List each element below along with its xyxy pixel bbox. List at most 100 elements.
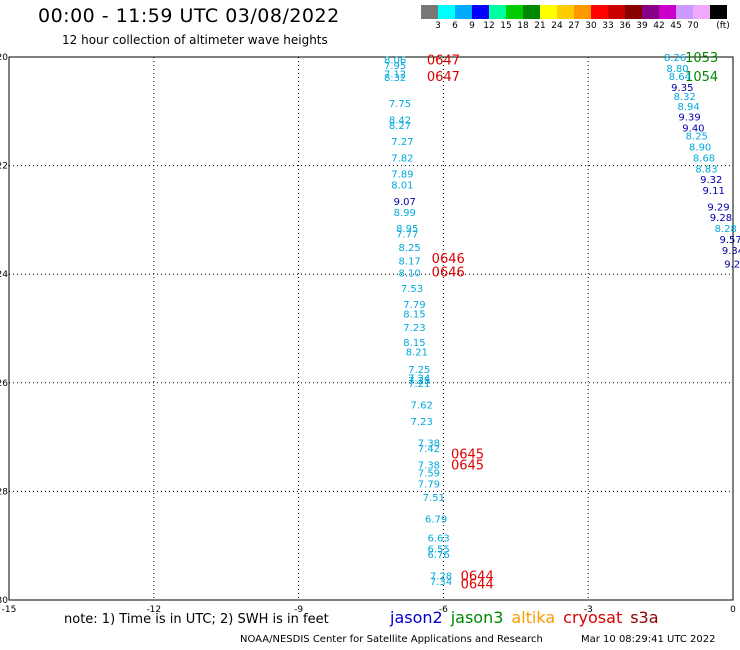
wave-height-label: 7.21	[408, 379, 430, 390]
wave-height-label: 7.38	[418, 439, 440, 450]
pass-time-label: 1054	[685, 70, 718, 85]
x-tick-label: -3	[584, 605, 593, 615]
wave-height-label: 7.42	[418, 444, 440, 455]
wave-height-label: 8.15	[403, 309, 425, 320]
colorbar-swatch	[489, 5, 506, 19]
wave-height-label: 8.26	[664, 53, 686, 64]
wave-height-label: 8.99	[394, 208, 416, 219]
legend-entry-cryosat: cryosat	[563, 608, 623, 627]
colorbar-swatch	[438, 5, 455, 19]
x-tick-label: 0	[730, 605, 736, 615]
colorbar-tick: 3	[435, 21, 441, 31]
wave-height-label: 7.25	[408, 365, 430, 376]
wave-height-label: 6.55	[427, 544, 449, 555]
x-tick-label: -12	[146, 605, 161, 615]
wave-height-label: 7.51	[423, 493, 445, 504]
wave-height-label: 8.32	[674, 92, 696, 103]
colorbar-tick: 15	[500, 21, 512, 31]
wave-height-label: 8.21	[406, 347, 428, 358]
wave-height-label: 8.83	[695, 164, 717, 175]
colorbar-tick: 27	[568, 21, 580, 31]
wave-height-label: 9.57	[719, 235, 740, 246]
pass-time-label: 0644	[461, 578, 494, 593]
wave-height-label: 7.77	[396, 229, 418, 240]
footer-timestamp: Mar 10 08:29:41 UTC 2022	[581, 634, 716, 645]
colorbar-tick: 21	[534, 21, 546, 31]
colorbar-swatch	[642, 5, 659, 19]
x-tick-label: -6	[439, 605, 448, 615]
wave-height-label: 8.28	[715, 224, 737, 235]
wave-height-label: 9.40	[682, 124, 704, 135]
pass-time-label: 0647	[427, 70, 460, 85]
colorbar-tick: 33	[602, 21, 614, 31]
pass-time-label: 0647	[427, 54, 460, 69]
colorbar-tick: 39	[636, 21, 648, 31]
wave-height-label: 7.23	[411, 417, 433, 428]
wave-height-label: 7.12	[384, 69, 406, 80]
wave-height-label: 8.32	[384, 73, 406, 84]
wave-height-label: 7.75	[389, 99, 411, 110]
wave-height-label: 8.01	[391, 181, 413, 192]
colorbar-tick: 6	[452, 21, 458, 31]
colorbar-unit: (ft)	[716, 21, 730, 31]
wave-height-label: 7.38	[418, 460, 440, 471]
wave-height-label: 8.27	[389, 121, 411, 132]
wave-height-label: 9.07	[394, 197, 416, 208]
wave-height-label: 7.79	[418, 479, 440, 490]
wave-height-colorbar	[421, 5, 727, 19]
chart-subtitle: 12 hour collection of altimeter wave hei…	[62, 33, 328, 47]
y-tick-label: -22	[0, 162, 8, 172]
colorbar-tick-labels: 3 6 9 12 15 18 21 24 27 30 33 36 39 42 45 70 (ft)	[421, 21, 738, 33]
wave-height-label: 8.64	[669, 72, 691, 83]
colorbar-swatch	[472, 5, 489, 19]
colorbar-swatch	[506, 5, 523, 19]
colorbar-tick: 42	[653, 21, 665, 31]
wave-height-label: 8.90	[689, 143, 711, 154]
wave-height-label: 9.29	[707, 202, 729, 213]
footer-credit: NOAA/NESDIS Center for Satellite Applica…	[240, 634, 543, 645]
wave-height-label: 7.23	[403, 323, 425, 334]
wave-height-label: 8.94	[677, 102, 699, 113]
legend-entry-s3a: s3a	[630, 608, 659, 627]
wave-height-label: 8.42	[389, 115, 411, 126]
wave-height-label: 7.59	[418, 468, 440, 479]
colorbar-tick: 9	[469, 21, 475, 31]
y-tick-label: -28	[0, 487, 8, 497]
footnote: note: 1) Time is in UTC; 2) SWH is in fe…	[64, 612, 329, 627]
wave-height-label: 9.35	[671, 83, 693, 94]
colorbar-swatch	[625, 5, 642, 19]
wave-height-label: 8.68	[693, 153, 715, 164]
pass-time-label: 0646	[432, 252, 465, 267]
wave-height-label: 7.34	[430, 577, 452, 588]
wave-height-label: 8.15	[403, 338, 425, 349]
wave-height-label: 7.95	[384, 61, 406, 72]
wave-height-label: 8.25	[686, 132, 708, 143]
colorbar-swatch	[557, 5, 574, 19]
wave-height-label: 6.76	[427, 550, 449, 561]
colorbar-swatch	[608, 5, 625, 19]
colorbar-swatch	[693, 5, 710, 19]
wave-height-label: 6.79	[425, 515, 447, 526]
wave-height-label: 8.06	[384, 56, 406, 67]
y-tick-label: -20	[0, 53, 8, 63]
colorbar-swatch	[523, 5, 540, 19]
colorbar-tick: 18	[517, 21, 529, 31]
colorbar-swatch	[659, 5, 676, 19]
wave-height-label: 8.80	[666, 64, 688, 75]
wave-height-label: 9.28	[710, 213, 732, 224]
colorbar-tick: 70	[687, 21, 699, 31]
wave-height-label: 7.28	[430, 572, 452, 583]
colorbar-swatch	[676, 5, 693, 19]
colorbar-swatch	[710, 5, 727, 19]
colorbar-swatch	[540, 5, 557, 19]
legend-entry-jason3: jason3	[450, 608, 504, 627]
legend-entry-altika: altika	[511, 608, 556, 627]
pass-time-label: 0645	[451, 458, 484, 473]
y-tick-label: -30	[0, 596, 8, 606]
wave-height-label: 9.21	[724, 259, 740, 270]
wave-height-label: 7.89	[391, 170, 413, 181]
wave-height-label: 8.17	[398, 257, 420, 268]
colorbar-tick: 24	[551, 21, 563, 31]
wave-height-label: 7.24	[408, 373, 430, 384]
